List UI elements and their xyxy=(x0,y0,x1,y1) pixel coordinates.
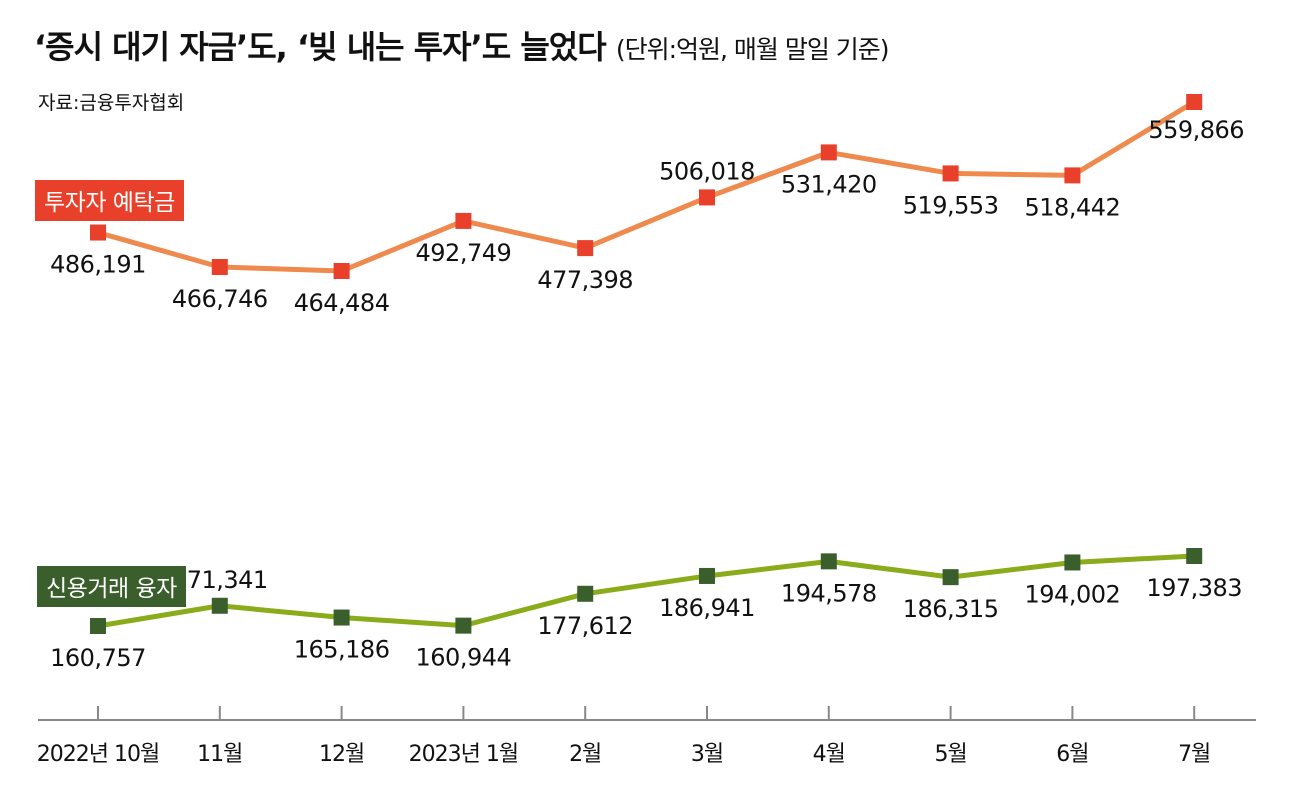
credit-marker xyxy=(699,567,715,584)
deposit-data-label: 464,484 xyxy=(294,289,390,317)
credit-data-label: 197,383 xyxy=(1146,574,1242,602)
x-tick-label: 5월 xyxy=(934,742,966,767)
deposit-marker xyxy=(699,189,715,206)
credit-marker xyxy=(455,617,472,634)
credit-marker xyxy=(942,569,959,586)
deposit-data-label: 466,746 xyxy=(172,285,268,313)
deposit-data-label: 492,749 xyxy=(416,239,512,267)
credit-data-label: 177,612 xyxy=(537,612,633,640)
credit-data-label: 194,578 xyxy=(781,579,877,607)
credit-marker xyxy=(577,585,594,602)
x-tick-label: 12월 xyxy=(319,742,364,767)
credit-marker xyxy=(820,553,837,570)
deposit-marker xyxy=(211,258,228,275)
source-note: 자료:금융투자협회 xyxy=(38,92,185,114)
deposit-data-label: 559,866 xyxy=(1148,116,1244,144)
x-tick-label: 7월 xyxy=(1178,742,1210,767)
deposit-data-label: 486,191 xyxy=(50,251,146,279)
deposit-marker xyxy=(1064,167,1081,184)
x-tick-label: 2022년 10월 xyxy=(37,742,159,767)
chart-title: ‘증시 대기 자금’도, ‘빚 내는 투자’도 늘었다 (단위:억원, 매월 말… xyxy=(34,22,890,68)
deposit-marker xyxy=(577,240,594,257)
chart-title-text: ‘증시 대기 자금’도, ‘빚 내는 투자’도 늘었다 xyxy=(34,28,607,66)
x-tick-label: 4월 xyxy=(813,742,845,767)
credit-data-label: 165,186 xyxy=(294,636,390,664)
deposit-marker xyxy=(820,144,837,161)
x-tick-label: 2023년 1월 xyxy=(409,742,518,767)
legend-credit-badge: 신용거래 융자 xyxy=(37,566,186,607)
credit-marker xyxy=(1186,548,1203,564)
x-tick-label: 6월 xyxy=(1056,742,1088,767)
deposit-series-line xyxy=(97,99,1196,274)
credit-data-label: 186,315 xyxy=(903,595,999,623)
credit-data-label: 171,341 xyxy=(172,566,268,594)
deposit-marker xyxy=(455,212,472,229)
deposit-data-label: 477,398 xyxy=(537,266,633,294)
deposit-marker xyxy=(942,165,959,182)
deposit-marker xyxy=(90,224,106,241)
deposit-data-label: 506,018 xyxy=(659,157,755,185)
deposit-data-label: 518,442 xyxy=(1025,193,1121,221)
deposit-marker xyxy=(1186,94,1203,110)
credit-data-label: 194,002 xyxy=(1025,580,1121,608)
credit-marker xyxy=(211,597,228,614)
deposit-data-label: 531,420 xyxy=(781,170,877,198)
unit-note: (단위:억원, 매월 말일 기준) xyxy=(615,35,890,64)
credit-marker xyxy=(333,609,350,626)
credit-marker xyxy=(90,618,106,634)
credit-data-label: 160,757 xyxy=(50,644,146,672)
credit-series-line xyxy=(97,553,1195,629)
x-tick-label: 11월 xyxy=(197,742,242,767)
legend-deposit-badge: 투자자 예탁금 xyxy=(35,180,184,221)
deposit-marker xyxy=(333,263,350,279)
credit-marker xyxy=(1064,554,1081,571)
deposit-data-label: 519,553 xyxy=(903,191,999,219)
x-tick-label: 3월 xyxy=(691,742,723,767)
credit-data-label: 160,944 xyxy=(416,644,512,672)
x-tick-label: 2월 xyxy=(569,742,601,767)
credit-data-label: 186,941 xyxy=(659,594,755,622)
